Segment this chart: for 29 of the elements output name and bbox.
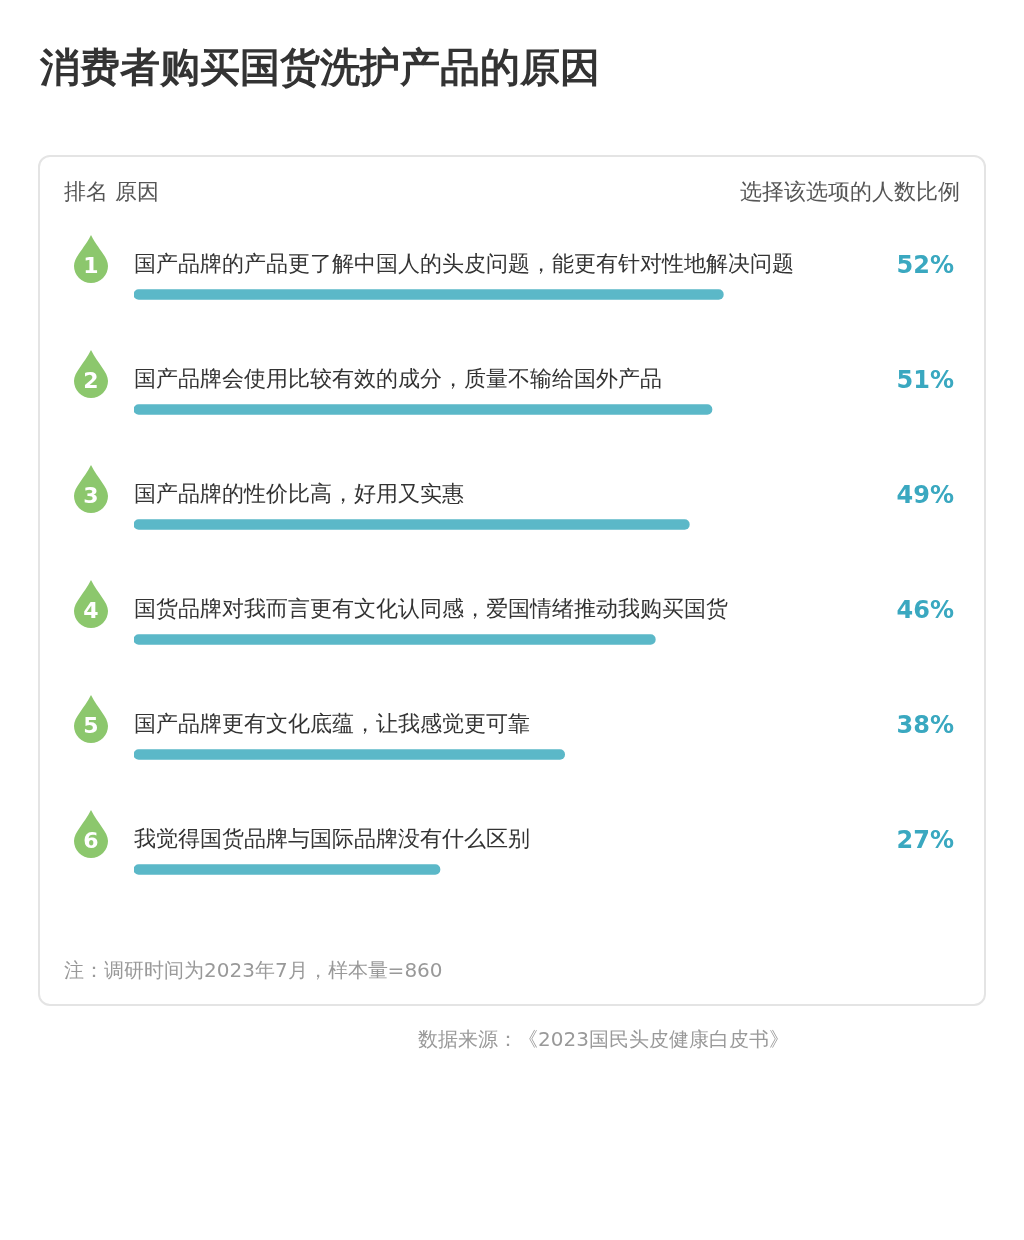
bar xyxy=(134,289,724,300)
y-tick-label: 国产品牌的性价比高，好用又实惠 xyxy=(134,480,464,506)
data-label: 51% xyxy=(896,365,954,394)
source-note: 数据来源：《2023国民头皮健康白皮书》 xyxy=(418,1026,790,1053)
text: 3 xyxy=(82,482,100,508)
text: 1 xyxy=(82,252,100,278)
data-label: 46% xyxy=(896,595,954,624)
text: 2 xyxy=(82,367,100,393)
data-label: 52% xyxy=(896,250,954,279)
y-tick-label: 国货品牌对我而言更有文化认同感，爱国情绪推动我购买国货 xyxy=(134,595,728,621)
y-tick-label: 国产品牌更有文化底蕴，让我感觉更可靠 xyxy=(134,710,530,736)
y-tick-label: 我觉得国货品牌与国际品牌没有什么区别 xyxy=(134,825,530,851)
x-axis-title: 选择该选项的人数比例 xyxy=(740,178,960,206)
text: 6 xyxy=(82,827,100,853)
data-label: 27% xyxy=(896,825,954,854)
bar xyxy=(134,634,656,645)
y-axis-title: 排名 原因 xyxy=(64,178,159,206)
data-label: 49% xyxy=(896,480,954,509)
data-label: 38% xyxy=(896,710,954,739)
y-tick-label: 国产品牌会使用比较有效的成分，质量不输给国外产品 xyxy=(134,365,662,391)
bar xyxy=(134,519,690,530)
text: 注：调研时间为2023年7月，样本量=860 xyxy=(64,957,444,984)
bar xyxy=(134,404,713,415)
y-tick-label: 国产品牌的产品更了解中国人的头皮问题，能更有针对性地解决问题 xyxy=(134,250,794,276)
bar xyxy=(134,749,565,760)
text: 4 xyxy=(82,597,100,623)
chart-title: 消费者购买国货洗护产品的原因 xyxy=(40,43,601,92)
text: 5 xyxy=(82,712,100,738)
bar xyxy=(134,864,441,875)
